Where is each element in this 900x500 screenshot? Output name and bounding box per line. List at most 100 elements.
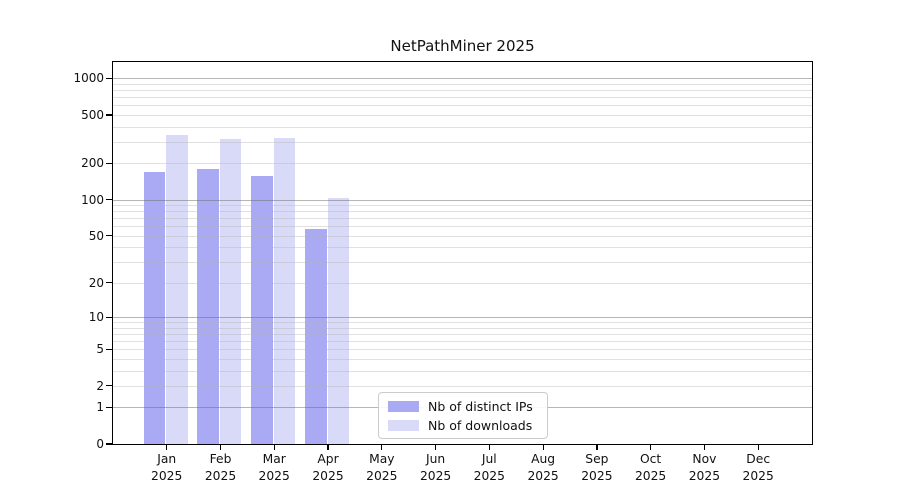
bar-downloads <box>327 197 349 444</box>
gridline-minor <box>113 218 812 220</box>
y-tick-label: 0 <box>96 437 104 451</box>
x-tick-label: Oct 2025 <box>619 451 683 484</box>
gridline-minor <box>113 327 812 329</box>
x-tick <box>434 445 437 450</box>
bar-distinct-ips <box>251 176 273 444</box>
y-tick-label: 1000 <box>73 71 104 86</box>
gridline-minor <box>113 282 812 284</box>
bar-distinct-ips <box>305 229 327 444</box>
x-tick <box>757 445 759 450</box>
x-tick-year: 2025 <box>204 468 237 483</box>
x-tick-label: Mar 2025 <box>242 451 306 484</box>
y-tick-label: 500 <box>81 107 104 122</box>
gridline-minor <box>113 126 812 128</box>
x-tick <box>219 445 222 450</box>
y-tick <box>106 282 112 284</box>
x-tick-month: Jan <box>157 452 177 466</box>
x-tick <box>488 445 490 450</box>
x-tick-month: Dec <box>746 452 771 466</box>
gridline-minor <box>113 262 812 264</box>
x-tick-year: 2025 <box>366 468 398 483</box>
bar-distinct-ips <box>197 169 219 444</box>
y-tick <box>106 316 112 318</box>
y-tick <box>106 199 112 201</box>
gridline-minor <box>113 370 812 372</box>
x-tick <box>273 445 275 450</box>
x-tick-month: Oct <box>639 452 662 466</box>
gridline-minor <box>113 226 812 228</box>
x-tick-year: 2025 <box>258 468 290 483</box>
x-tick-label: Dec 2025 <box>726 451 790 484</box>
y-tick-label: 20 <box>88 275 104 290</box>
y-tick <box>106 406 112 408</box>
legend-item-distinct-ips: Nb of distinct IPs <box>388 399 538 414</box>
legend-label-downloads: Nb of downloads <box>428 417 533 433</box>
gridline-minor <box>113 322 812 324</box>
x-tick-month: Apr <box>317 452 339 466</box>
gridline-minor <box>113 205 812 207</box>
y-tick <box>106 235 112 237</box>
x-tick-year: 2025 <box>634 468 667 483</box>
x-tick-month: Jul <box>481 452 497 466</box>
gridline-minor <box>113 385 812 387</box>
x-tick-label: Feb 2025 <box>189 451 253 484</box>
x-tick-year: 2025 <box>419 468 452 483</box>
y-tick <box>106 162 112 164</box>
gridline-minor <box>113 333 812 335</box>
gridline-major <box>113 199 812 201</box>
gridline-minor <box>113 90 812 91</box>
x-tick-label: Sep 2025 <box>565 451 629 484</box>
gridline-minor <box>113 358 812 360</box>
x-tick-label: Aug 2025 <box>511 451 575 484</box>
legend-item-downloads: Nb of downloads <box>388 418 538 433</box>
gridline-minor <box>113 141 812 143</box>
y-tick-label: 10 <box>88 310 104 325</box>
gridline-minor <box>113 341 812 342</box>
x-tick-year: 2025 <box>742 468 774 483</box>
x-tick-month: Sep <box>585 452 609 466</box>
gridline-minor <box>113 211 812 213</box>
gridline-minor <box>113 97 812 99</box>
x-tick-month: May <box>369 452 395 466</box>
legend-swatch-distinct-ips <box>388 400 419 412</box>
x-tick-label: Jan 2025 <box>135 451 199 484</box>
y-tick-label: 1 <box>96 400 104 415</box>
gridline-minor <box>113 247 812 249</box>
x-tick-year: 2025 <box>151 468 183 483</box>
legend-label-distinct-ips: Nb of distinct IPs <box>428 398 533 414</box>
chart-title: NetPathMiner 2025 <box>390 37 535 55</box>
x-tick <box>596 445 598 450</box>
x-tick <box>327 445 329 450</box>
x-tick-month: Nov <box>692 452 717 466</box>
x-tick-month: Aug <box>531 452 556 466</box>
y-tick <box>106 443 112 445</box>
x-tick-year: 2025 <box>473 468 505 483</box>
x-tick <box>542 445 544 450</box>
x-tick-label: Apr 2025 <box>296 451 360 484</box>
bar-downloads <box>219 139 242 444</box>
gridline-major <box>113 78 812 80</box>
x-tick <box>166 445 168 450</box>
x-tick <box>703 445 706 450</box>
gridline-minor <box>113 235 812 237</box>
bar-downloads <box>273 137 296 444</box>
legend-swatch-downloads <box>388 419 419 431</box>
y-tick <box>106 348 112 350</box>
x-tick-year: 2025 <box>581 468 613 483</box>
gridline-minor <box>113 83 812 85</box>
x-tick-label: Nov 2025 <box>672 451 736 484</box>
y-tick-label: 5 <box>96 342 104 357</box>
gridline-minor <box>113 114 812 116</box>
y-tick-label: 50 <box>88 228 104 243</box>
x-tick-label: Jun 2025 <box>404 451 468 484</box>
gridline-minor <box>113 105 812 107</box>
plot-area: Nb of distinct IPs Nb of downloads <box>112 61 813 445</box>
y-tick <box>106 385 112 387</box>
x-tick-month: Mar <box>262 452 286 466</box>
bar-downloads <box>166 134 188 444</box>
x-tick-label: Jul 2025 <box>457 451 521 484</box>
x-tick-year: 2025 <box>312 468 344 483</box>
y-tick-label: 100 <box>81 192 104 207</box>
y-tick-label: 2 <box>96 378 104 393</box>
